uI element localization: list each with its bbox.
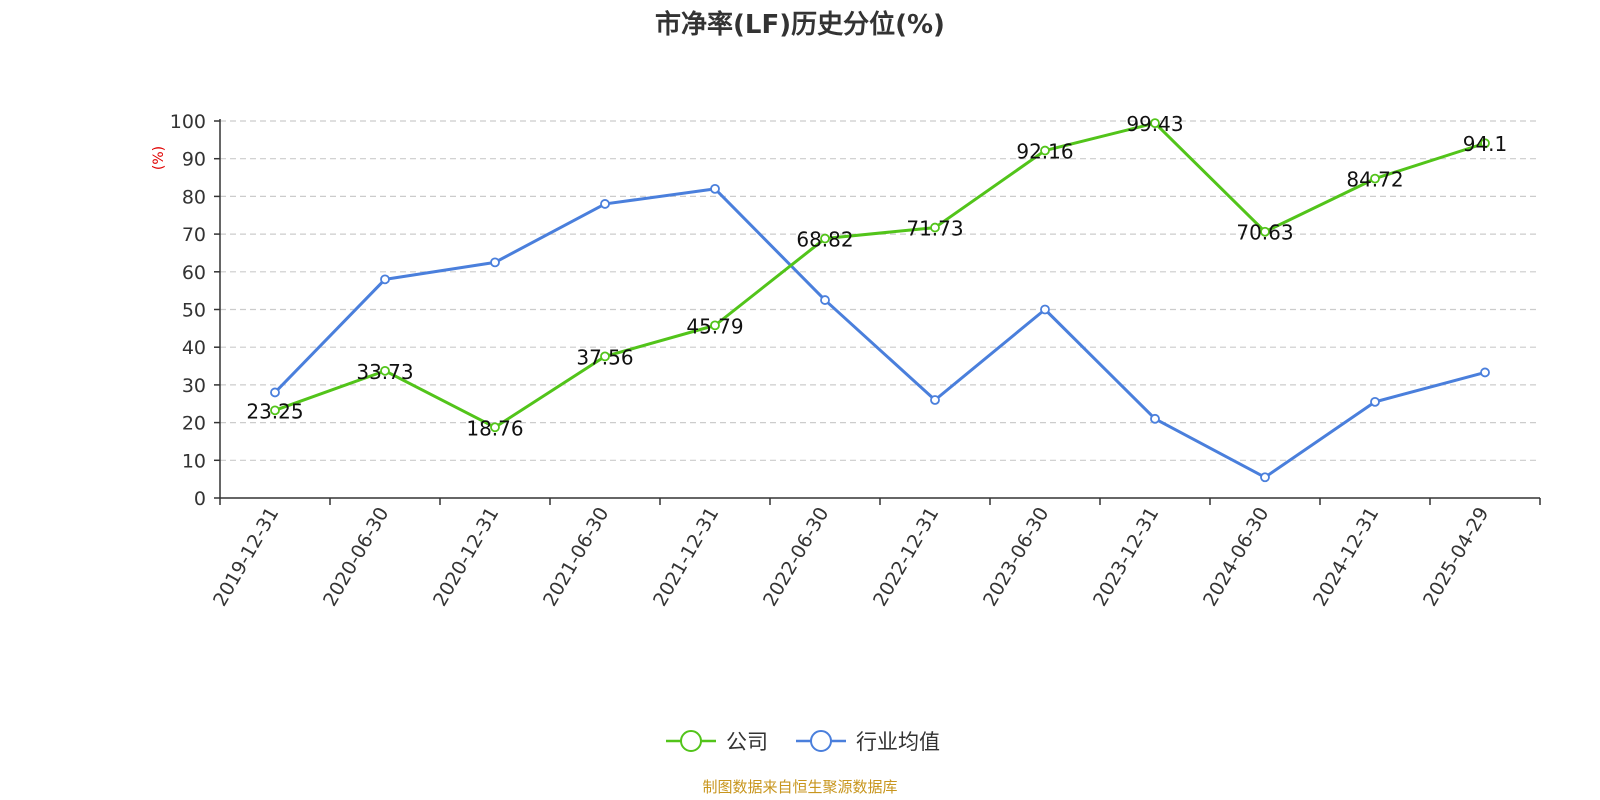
x-tick-label: 2024-12-31 xyxy=(1309,504,1383,611)
series xyxy=(270,118,1490,483)
data-point xyxy=(1040,304,1050,315)
x-tick-label: 2020-12-31 xyxy=(429,504,503,611)
data-point xyxy=(1370,396,1380,407)
legend-label: 行业均值 xyxy=(856,730,940,754)
y-tick-label: 10 xyxy=(182,450,206,472)
data-labels: 23.25 33.73 18.76 37.56 45.79 68.82 71.73 92.16… xyxy=(246,112,1507,440)
y-tick-label: 50 xyxy=(182,300,206,322)
data-label: 99.43 xyxy=(1126,112,1183,136)
legend-marker-icon xyxy=(810,730,832,752)
y-tick-label: 100 xyxy=(170,111,206,133)
data-label: 84.72 xyxy=(1346,168,1403,192)
legend-marker-icon xyxy=(680,730,702,752)
x-tick-label: 2023-12-31 xyxy=(1089,504,1163,611)
data-point xyxy=(380,365,390,376)
y-tick-label: 40 xyxy=(182,337,206,359)
y-tick-label: 30 xyxy=(182,375,206,397)
y-tick-label: 70 xyxy=(182,224,206,246)
data-point xyxy=(600,351,610,362)
data-label: 23.25 xyxy=(246,399,303,423)
data-point xyxy=(710,320,720,331)
grid xyxy=(220,120,1540,461)
y-tick-label: 90 xyxy=(182,149,206,171)
data-label: 71.73 xyxy=(906,217,963,241)
data-point xyxy=(710,183,720,194)
data-label: 37.56 xyxy=(576,345,633,369)
data-point xyxy=(1370,173,1380,184)
data-point xyxy=(1480,367,1490,378)
x-tick-label: 2022-06-30 xyxy=(759,504,833,611)
x-tick-label: 2022-12-31 xyxy=(869,504,943,611)
legend-item-company[interactable]: 公司 xyxy=(666,730,768,754)
data-point xyxy=(1260,226,1270,237)
y-tick-label: 80 xyxy=(182,186,206,208)
x-tick-label: 2019-12-31 xyxy=(209,504,283,611)
data-point xyxy=(930,222,940,233)
data-point xyxy=(1260,472,1270,483)
chart-title: 市净率(LF)历史分位(%) xyxy=(655,9,945,40)
source-note: 制图数据来自恒生聚源数据库 xyxy=(702,778,897,796)
x-tick-label: 2021-12-31 xyxy=(649,504,723,611)
data-point xyxy=(1150,413,1160,424)
x-tick-label: 2025-04-29 xyxy=(1419,504,1493,611)
data-point xyxy=(1150,118,1160,129)
data-point xyxy=(930,395,940,405)
x-tick-label: 2023-06-30 xyxy=(979,504,1053,611)
legend-item-industry-average[interactable]: 行业均值 xyxy=(796,730,940,754)
y-tick-label: 0 xyxy=(194,488,206,510)
data-point xyxy=(270,387,280,398)
data-point xyxy=(270,405,280,416)
series-company xyxy=(270,118,1490,433)
x-tick-label: 2021-06-30 xyxy=(539,504,613,611)
series-line xyxy=(273,187,1486,479)
data-label: 68.82 xyxy=(796,228,853,252)
data-point xyxy=(820,233,830,244)
data-point xyxy=(1480,138,1490,149)
data-point xyxy=(380,274,390,285)
data-label: 18.76 xyxy=(466,416,523,440)
data-label: 92.16 xyxy=(1016,140,1073,164)
data-label: 45.79 xyxy=(686,314,743,338)
data-point xyxy=(490,422,500,433)
data-point xyxy=(600,199,610,209)
series-industry-average xyxy=(270,183,1490,483)
series-line xyxy=(274,121,1486,429)
legend[interactable]: 公司 行业均值 xyxy=(666,730,940,754)
y-tick-label: 20 xyxy=(182,413,206,435)
data-point xyxy=(490,257,500,268)
data-label: 33.73 xyxy=(356,360,413,384)
legend-label: 公司 xyxy=(726,730,768,754)
y-axis-label: (%) xyxy=(151,146,167,170)
data-point xyxy=(1040,145,1050,156)
x-tick-label: 2024-06-30 xyxy=(1199,504,1273,611)
y-tick-label: 60 xyxy=(182,262,206,284)
data-label: 70.63 xyxy=(1236,221,1293,245)
data-point xyxy=(820,295,830,305)
data-label: 94.1 xyxy=(1463,132,1508,156)
x-tick-label: 2020-06-30 xyxy=(319,504,393,611)
